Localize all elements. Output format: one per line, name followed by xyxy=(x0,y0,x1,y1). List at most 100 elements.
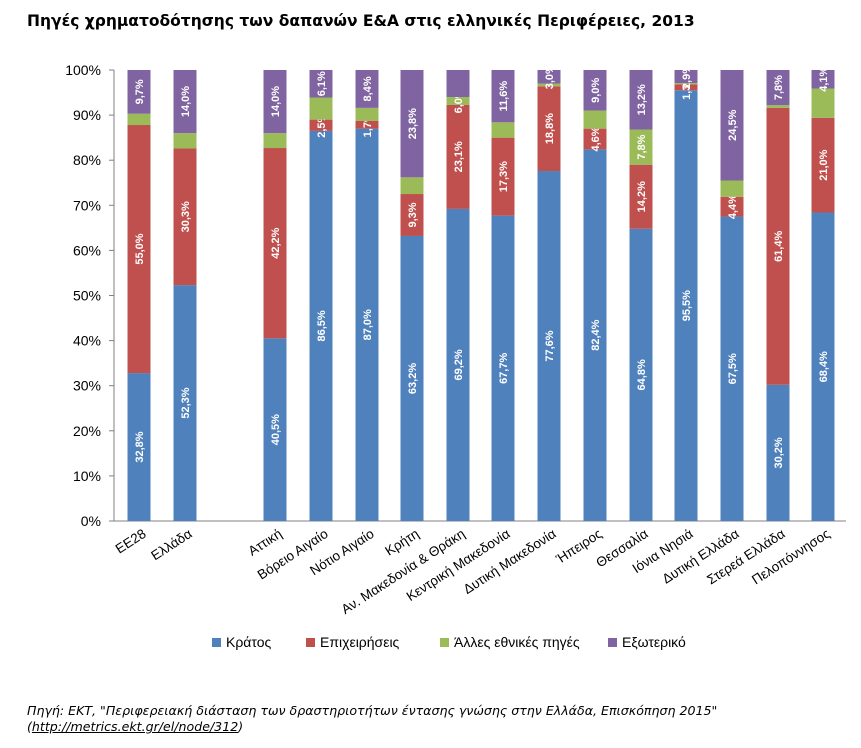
data-label: 11,6% xyxy=(498,81,510,112)
data-label: 17,3% xyxy=(498,161,510,192)
data-label: 77,6% xyxy=(544,330,556,361)
bar-segment xyxy=(583,110,607,129)
legend-label: Άλλες εθνικές πηγές xyxy=(454,634,580,650)
bar-segment xyxy=(491,122,515,138)
bar-segment xyxy=(766,105,790,108)
y-tick-label: 50% xyxy=(73,288,101,304)
data-label: 95,5% xyxy=(681,290,693,321)
legend-label: Κράτος xyxy=(226,634,272,650)
category-label: Πελοπόννησος xyxy=(749,526,833,588)
legend-swatch xyxy=(608,638,617,647)
data-label: 87,0% xyxy=(362,309,374,340)
bar-segment xyxy=(720,180,744,197)
bar-segment xyxy=(173,133,197,149)
y-tick-label: 30% xyxy=(73,378,101,394)
data-label: 32,8% xyxy=(134,431,146,462)
data-label: 8,4% xyxy=(362,76,374,101)
data-label: 18,8% xyxy=(544,113,556,144)
bar-segment xyxy=(811,70,835,89)
data-label: 9,0% xyxy=(590,78,602,103)
bar-segment xyxy=(446,208,470,521)
bar-segment xyxy=(355,120,379,129)
bar-segment xyxy=(263,338,287,521)
bar-segment xyxy=(355,107,379,121)
bar-segment xyxy=(127,125,151,374)
data-label: 7,8% xyxy=(636,134,648,159)
bar-segment xyxy=(446,97,470,105)
bar-segment xyxy=(629,70,653,130)
bar-segment xyxy=(446,70,470,98)
data-label: 3,0% xyxy=(544,64,556,89)
bar-segment xyxy=(766,70,790,106)
bar-segment xyxy=(537,171,561,522)
data-label: 9,3% xyxy=(407,202,419,227)
data-label: 14,0% xyxy=(180,86,192,117)
bar-segment xyxy=(263,133,287,149)
source-link-line: (http://metrics.ekt.gr/el/node/312) xyxy=(27,719,717,735)
bar-segment xyxy=(491,70,515,123)
y-tick-label: 100% xyxy=(65,62,101,78)
bar-segment xyxy=(674,83,698,85)
bar-segment xyxy=(127,113,151,126)
bar-segment xyxy=(674,70,698,84)
source-link-close: ) xyxy=(238,719,244,734)
data-label: 2,9% xyxy=(681,64,693,89)
data-label: 9,7% xyxy=(134,79,146,104)
bar-segment xyxy=(173,148,197,286)
y-tick-label: 90% xyxy=(73,107,101,123)
data-label: 14,2% xyxy=(636,181,648,212)
bar-segment xyxy=(309,97,333,120)
data-label: 7,8% xyxy=(773,75,785,100)
bar-segment xyxy=(309,130,333,521)
bar-segment xyxy=(629,164,653,229)
bar-segment xyxy=(491,137,515,216)
bar-segment xyxy=(811,88,835,118)
y-tick-label: 60% xyxy=(73,242,101,258)
bar-segment xyxy=(674,90,698,522)
bar-segment xyxy=(537,83,561,87)
bar-segment xyxy=(400,235,424,521)
legend-label: Εξωτερικό xyxy=(622,634,686,650)
bar-segment xyxy=(309,119,333,131)
bar-segment xyxy=(355,128,379,521)
bar-segment xyxy=(537,70,561,84)
data-label: 67,7% xyxy=(498,353,510,384)
data-label: 86,5% xyxy=(316,310,328,341)
y-tick-label: 40% xyxy=(73,333,101,349)
source-link-open: ( xyxy=(27,719,32,734)
data-label: 55,0% xyxy=(134,233,146,264)
source-link[interactable]: http://metrics.ekt.gr/el/node/312 xyxy=(31,719,239,734)
data-label: 4,1% xyxy=(818,66,830,91)
data-label: 82,4% xyxy=(590,319,602,350)
source-text: Πηγή: ΕΚΤ, "Περιφερειακή διάσταση των δρ… xyxy=(27,703,718,718)
bar-segment xyxy=(766,384,790,521)
y-tick-label: 80% xyxy=(73,152,101,168)
bar-segment xyxy=(173,70,197,134)
data-label: 30,3% xyxy=(180,201,192,232)
data-label: 64,8% xyxy=(636,359,648,390)
data-label: 52,3% xyxy=(180,387,192,418)
legend-swatch xyxy=(212,638,221,647)
data-label: 30,2% xyxy=(773,437,785,468)
bar-segment xyxy=(720,216,744,521)
y-tick-label: 10% xyxy=(73,468,101,484)
bar-segment xyxy=(674,84,698,91)
bar-segment xyxy=(400,194,424,236)
data-label: 68,4% xyxy=(818,351,830,382)
bar-segment xyxy=(583,149,607,521)
y-tick-label: 20% xyxy=(73,423,101,439)
bar-segment xyxy=(766,107,790,385)
data-label: 40,5% xyxy=(270,414,282,445)
source-note: Πηγή: ΕΚΤ, "Περιφερειακή διάσταση των δρ… xyxy=(27,703,717,735)
data-label: 67,5% xyxy=(727,353,739,384)
bar-segment xyxy=(583,128,607,150)
category-label: Ελλάδα xyxy=(148,526,194,563)
bar-segment xyxy=(446,104,470,209)
category-label: ΕΕ28 xyxy=(113,526,149,557)
bar-segment xyxy=(811,117,835,213)
data-label: 42,2% xyxy=(270,227,282,258)
bar-segment xyxy=(355,70,379,108)
bar-segment xyxy=(720,196,744,217)
stacked-bar-chart: 0% 10% 20% 30% 40% 50% 60% 70% 80% 90% 100% 32,8% 55… xyxy=(65,62,846,650)
bar-segment xyxy=(629,228,653,521)
